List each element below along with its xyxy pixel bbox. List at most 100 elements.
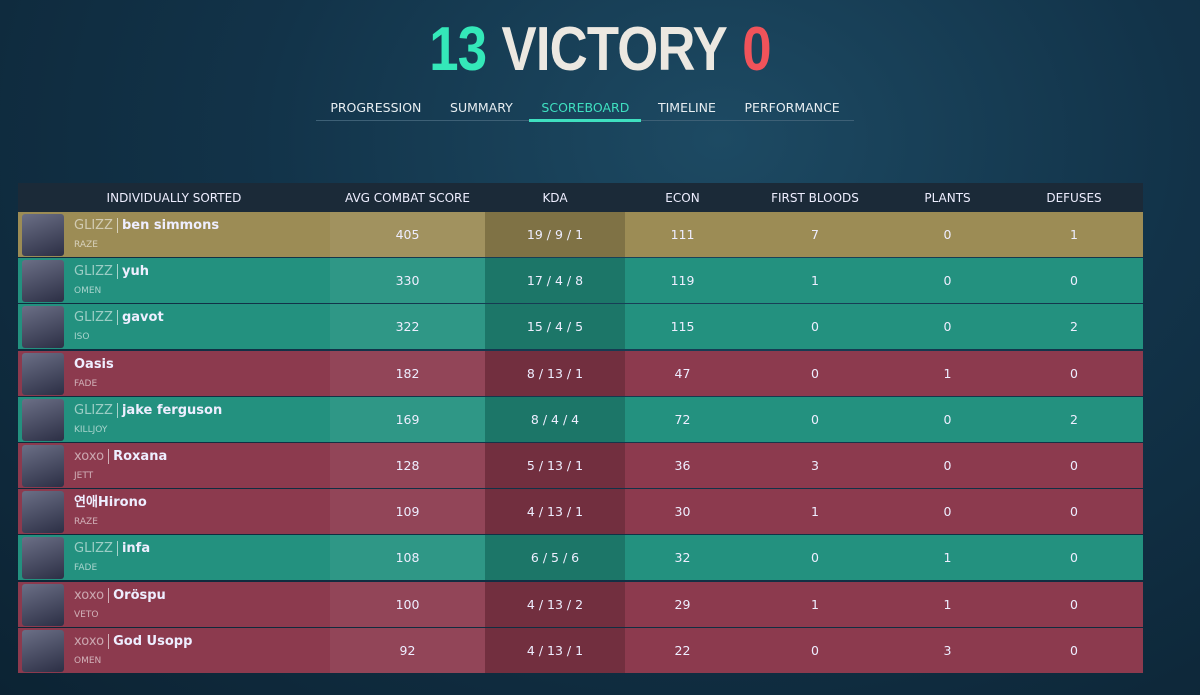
player-row[interactable]: GLIZZ infa FADE 108 6 / 5 / 6 32 0 1 0 — [18, 535, 1143, 581]
stat-kda: 4 / 13 / 1 — [485, 627, 625, 673]
player-cell: Oasis FADE — [18, 351, 330, 396]
player-row[interactable]: GLIZZ ben simmons RAZE 405 19 / 9 / 1 111 7 0 1 — [18, 212, 1143, 257]
stat-kda: 8 / 4 / 4 — [485, 396, 625, 442]
player-name: GLIZZ gavot — [74, 310, 164, 326]
stat-acs: 330 — [330, 258, 485, 304]
tab[interactable]: PERFORMANCE — [744, 100, 840, 115]
player-row[interactable]: Oasis FADE 182 8 / 13 / 1 47 0 1 0 — [18, 350, 1143, 396]
stat-kda: 15 / 4 / 5 — [485, 304, 625, 350]
team-tag: xoxo — [74, 633, 110, 649]
tab[interactable]: PROGRESSION — [330, 100, 422, 115]
player-name: 연애Hirono — [74, 495, 147, 511]
name: God Usopp — [113, 633, 193, 649]
name: gavot — [121, 310, 164, 326]
stat-kda: 19 / 9 / 1 — [485, 212, 625, 257]
team-tag: GLIZZ — [74, 310, 118, 326]
stat-econ: 111 — [670, 227, 695, 242]
agent-portrait — [22, 260, 64, 303]
stat-acs: 405 — [330, 212, 485, 257]
stat-first-bloods: 0 — [811, 319, 819, 335]
stat-econ: 22 — [674, 642, 691, 658]
name: yuh — [121, 264, 149, 280]
scoreboard: INDIVIDUALLY SORTED AVG COMBAT SCORE KDA EC… — [18, 183, 1143, 674]
stat-acs: 128 — [330, 442, 485, 488]
stat-first-bloods: 1 — [811, 596, 819, 612]
stat-kda: 4 / 13 / 1 — [485, 489, 625, 535]
player-row[interactable]: 연애Hirono RAZE 109 4 / 13 / 1 30 1 0 0 — [18, 489, 1143, 535]
stat-econ: 32 — [674, 550, 691, 566]
agent-name: ISO — [74, 332, 90, 343]
name: ben simmons — [121, 218, 220, 233]
player-cell: GLIZZ ben simmons RAZE — [18, 212, 330, 257]
agent-portrait — [22, 444, 64, 487]
player-row[interactable]: GLIZZ jake ferguson KILLJOY 169 8 / 4 / 4 72 0… — [18, 396, 1143, 442]
column-header: KDA — [542, 190, 568, 205]
agent-portrait — [22, 537, 64, 580]
stat-defuses: 0 — [1070, 642, 1078, 658]
column-header: INDIVIDUALLY SORTED — [106, 190, 242, 205]
agent-portrait — [22, 629, 64, 672]
stat-acs: 169 — [330, 396, 485, 442]
stat-kda: 17 / 4 / 8 — [485, 258, 625, 304]
stat-econ: 30 — [674, 504, 691, 520]
stat-acs: 108 — [330, 535, 485, 581]
agent-name: KILLJOY — [74, 424, 108, 435]
stat-defuses: 0 — [1070, 365, 1078, 381]
player-cell: GLIZZ jake ferguson KILLJOY — [18, 397, 330, 442]
score-left: 13 — [429, 15, 487, 84]
agent-name: RAZE — [74, 240, 98, 250]
stat-defuses: 0 — [1070, 550, 1078, 566]
column-header: ECON — [665, 190, 700, 205]
name: Roxana — [113, 448, 168, 464]
agent-portrait — [22, 214, 64, 256]
agent-name: FADE — [74, 563, 98, 574]
player-name: xoxo Oröspu — [74, 587, 166, 604]
stat-econ: 47 — [674, 365, 691, 381]
name: Oröspu — [113, 587, 166, 603]
stat-plants: 0 — [943, 227, 952, 242]
column-header: FIRST BLOODS — [771, 190, 859, 205]
stat-defuses: 2 — [1070, 319, 1078, 335]
agent-name: VETO — [74, 609, 99, 620]
stat-defuses: 0 — [1070, 504, 1078, 520]
agent-portrait — [22, 583, 64, 626]
player-row[interactable]: xoxo God Usopp OMEN 92 4 / 13 / 1 22 0 3 0 — [18, 627, 1143, 673]
tab[interactable]: TIMELINE — [657, 100, 716, 115]
player-name: GLIZZ jake ferguson — [74, 402, 222, 419]
stat-econ: 115 — [670, 319, 695, 335]
agent-portrait — [22, 491, 64, 534]
stat-defuses: 0 — [1070, 273, 1078, 289]
player-name: Oasis — [74, 357, 114, 373]
stat-acs: 182 — [330, 350, 485, 396]
stat-defuses: 2 — [1070, 411, 1078, 427]
score-right: 0 — [742, 15, 771, 84]
agent-name: OMEN — [74, 655, 102, 666]
stat-econ: 36 — [674, 457, 691, 473]
stat-plants: 0 — [943, 273, 952, 289]
player-cell: xoxo Roxana JETT — [18, 443, 330, 488]
tab[interactable]: SCOREBOARD — [529, 98, 642, 122]
player-row[interactable]: xoxo Roxana JETT 128 5 / 13 / 1 36 3 0 0 — [18, 442, 1143, 488]
player-cell: xoxo God Usopp OMEN — [18, 628, 330, 673]
agent-portrait — [22, 352, 64, 395]
player-row[interactable]: xoxo Oröspu VETO 100 4 / 13 / 2 29 1 1 0 — [18, 581, 1143, 627]
stat-first-bloods: 0 — [811, 411, 819, 427]
team-tag: GLIZZ — [74, 218, 118, 233]
stat-plants: 0 — [943, 319, 952, 335]
stat-first-bloods: 3 — [811, 457, 819, 473]
stat-kda: 6 / 5 / 6 — [485, 535, 625, 581]
tab[interactable]: SUMMARY — [450, 100, 513, 115]
player-row[interactable]: GLIZZ yuh OMEN 330 17 / 4 / 8 119 1 0 0 — [18, 258, 1143, 304]
stat-first-bloods: 0 — [811, 365, 819, 381]
stat-plants: 1 — [943, 596, 952, 612]
stat-first-bloods: 0 — [811, 550, 819, 566]
stat-plants: 3 — [943, 642, 952, 658]
stat-acs: 92 — [330, 627, 485, 673]
stat-econ: 72 — [674, 411, 691, 427]
player-row[interactable]: GLIZZ gavot ISO 322 15 / 4 / 5 115 0 0 2 — [18, 304, 1143, 350]
stat-plants: 1 — [943, 365, 952, 381]
agent-name: OMEN — [74, 286, 102, 297]
stat-econ: 29 — [674, 596, 691, 612]
player-name: xoxo Roxana — [74, 448, 168, 465]
